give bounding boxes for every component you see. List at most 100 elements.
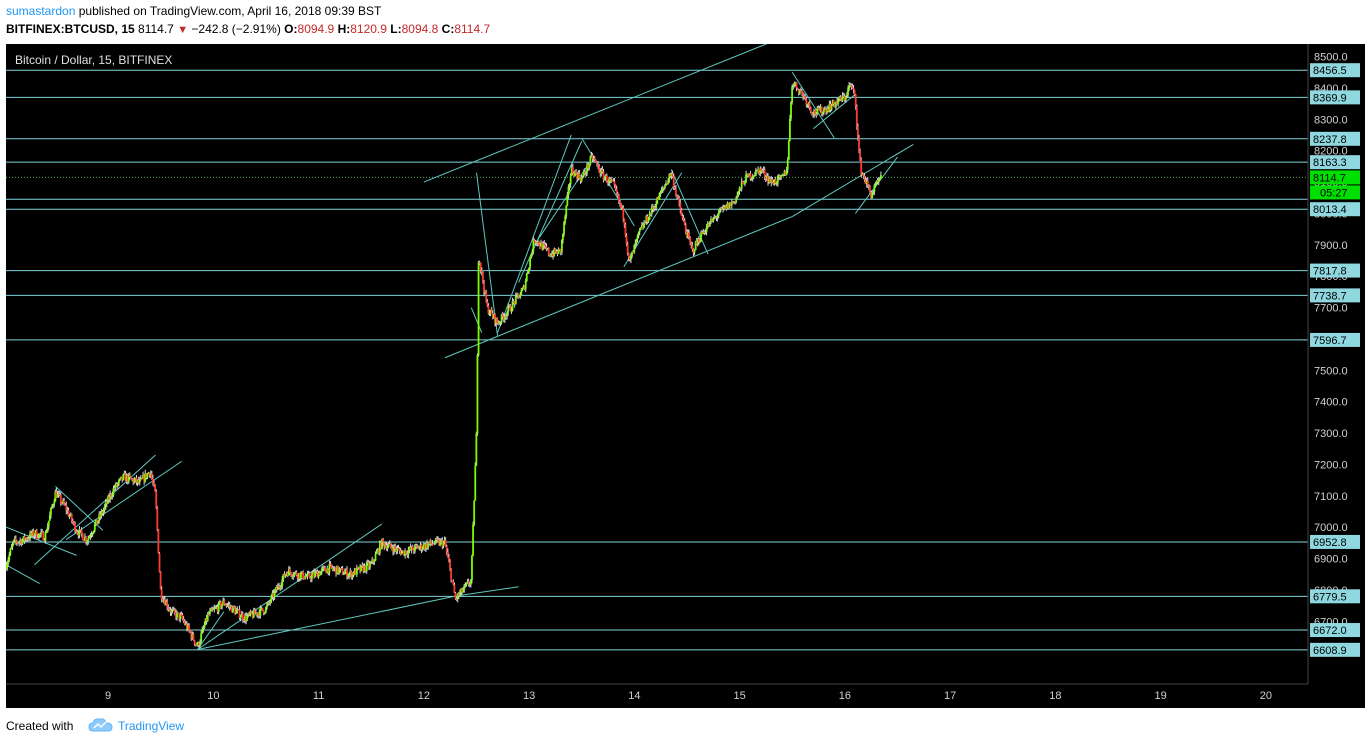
- candle-up: [374, 554, 377, 561]
- candle-up: [277, 585, 279, 590]
- candle-down: [796, 88, 799, 90]
- candle-down: [128, 474, 131, 477]
- candle-up: [421, 548, 424, 550]
- candle-up: [647, 219, 650, 222]
- candle-down: [513, 301, 516, 305]
- candle-down: [810, 111, 813, 115]
- level-price-tag: [1310, 90, 1360, 105]
- candle-up: [212, 609, 215, 611]
- candle-down: [399, 550, 402, 555]
- high-value: 8120.9: [350, 22, 387, 36]
- candle-down: [852, 88, 855, 90]
- candle-down: [772, 182, 775, 185]
- candle-up: [872, 191, 875, 194]
- candle-up: [794, 82, 797, 84]
- candle-down: [233, 606, 235, 609]
- candle-down: [672, 176, 675, 188]
- candle-up: [187, 625, 189, 630]
- candle-up: [503, 316, 506, 320]
- candle-down: [518, 295, 521, 298]
- candle-up: [738, 187, 741, 192]
- candle-down: [189, 630, 192, 633]
- candle-up: [221, 604, 223, 608]
- candle-up: [484, 291, 487, 293]
- author-link[interactable]: sumastardon: [6, 4, 76, 18]
- candle-down: [380, 542, 382, 549]
- candle-down: [420, 544, 423, 550]
- candle-up: [823, 109, 825, 113]
- candle-down: [272, 593, 275, 598]
- candle-down: [869, 186, 871, 192]
- candle-up: [660, 189, 663, 193]
- candle-down: [437, 539, 439, 541]
- candle-up: [103, 506, 106, 510]
- candle-up: [499, 322, 502, 324]
- candle-down: [79, 529, 82, 531]
- candle-up: [773, 179, 776, 185]
- candle-down: [192, 633, 195, 641]
- candle-up: [520, 290, 523, 295]
- trendline: [475, 172, 499, 336]
- trendline: [197, 595, 456, 650]
- candle-up: [252, 609, 255, 618]
- candle-up: [360, 565, 363, 571]
- candle-down: [364, 565, 367, 571]
- candle-up: [521, 288, 524, 291]
- candle-down: [415, 545, 417, 547]
- candle-up: [363, 565, 366, 572]
- level-price-tag: [1310, 589, 1360, 604]
- candle-down: [216, 607, 219, 612]
- candle-down: [632, 251, 635, 253]
- candle-down: [152, 478, 154, 483]
- candle-down: [99, 514, 102, 517]
- low-label: L:: [390, 22, 402, 36]
- candle-down: [32, 530, 35, 537]
- candle-up: [239, 616, 242, 619]
- candle-down: [517, 294, 519, 296]
- candle-down: [194, 644, 197, 646]
- x-tick-label: 12: [418, 690, 430, 702]
- candle-up: [745, 174, 747, 183]
- candle-down: [412, 550, 415, 552]
- candle-up: [710, 219, 712, 222]
- candle-up: [495, 318, 497, 324]
- candle-down: [613, 181, 616, 185]
- candle-up: [7, 559, 10, 565]
- candle-up: [740, 181, 743, 189]
- candle-down: [302, 571, 305, 579]
- footer: Created with TradingView: [0, 708, 1370, 744]
- candle-down: [767, 176, 769, 183]
- candle-up: [661, 188, 664, 190]
- candle-down: [757, 169, 760, 171]
- candle-up: [875, 180, 878, 186]
- candle-down: [448, 556, 450, 563]
- candle-up: [10, 546, 13, 549]
- candle-down: [571, 167, 574, 174]
- price-chart[interactable]: 6700.06800.06900.07000.07100.07200.07300…: [6, 44, 1365, 708]
- created-with-text: Created with: [6, 719, 74, 733]
- candle-up: [45, 532, 48, 534]
- chart-area[interactable]: 6700.06800.06900.07000.07100.07200.07300…: [6, 44, 1365, 708]
- candle-up: [551, 253, 553, 257]
- candle-down: [467, 581, 470, 585]
- candle-up: [667, 179, 670, 184]
- candle-down: [80, 529, 83, 534]
- candle-up: [778, 175, 780, 177]
- x-tick-label: 10: [207, 690, 219, 702]
- candle-down: [812, 114, 814, 116]
- candle-down: [409, 547, 412, 550]
- candle-down: [578, 173, 581, 179]
- tradingview-link[interactable]: TradingView: [118, 719, 185, 733]
- candle-up: [388, 542, 391, 545]
- candle-down: [225, 605, 228, 607]
- candle-down: [198, 642, 200, 646]
- candle-down: [253, 609, 256, 614]
- candle-up: [635, 239, 638, 244]
- candle-up: [786, 160, 789, 170]
- candle-up: [847, 88, 849, 96]
- candle-down: [543, 243, 546, 246]
- candle-up: [813, 110, 815, 116]
- tradingview-cloud-icon[interactable]: [88, 717, 114, 733]
- candle-down: [207, 614, 210, 616]
- candle-down: [496, 318, 499, 324]
